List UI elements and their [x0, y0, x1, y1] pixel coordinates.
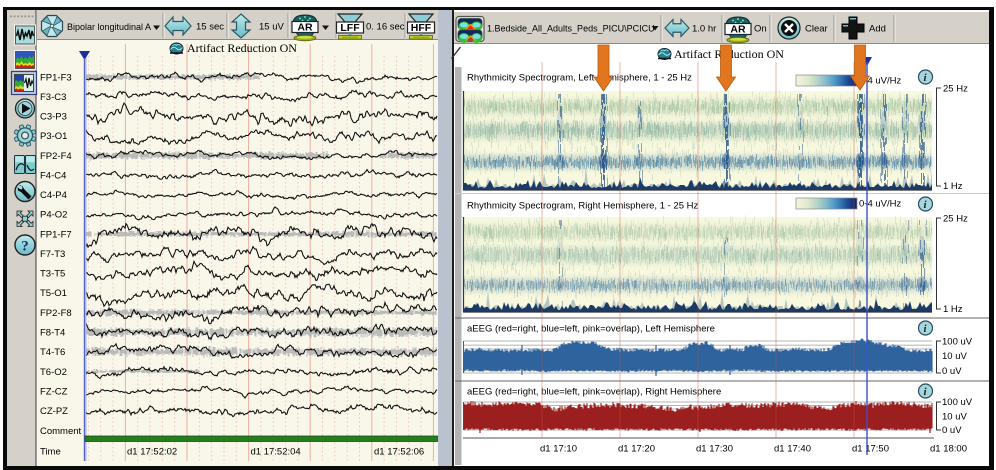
svg-text:P3-O1: P3-O1: [40, 131, 67, 142]
svg-text:FP2-F4: FP2-F4: [40, 151, 72, 162]
svg-text:F4-C4: F4-C4: [40, 170, 66, 181]
svg-text:d1 17:40: d1 17:40: [774, 444, 811, 455]
svg-text:i: i: [923, 72, 927, 84]
svg-text:100 uV: 100 uV: [942, 397, 973, 408]
svg-text:Time: Time: [40, 447, 61, 458]
svg-text:0 uV: 0 uV: [942, 425, 962, 436]
svg-text:0 uV: 0 uV: [942, 366, 962, 377]
svg-text:0. 16 sec: 0. 16 sec: [366, 22, 405, 33]
svg-text:d1 17:52:06: d1 17:52:06: [374, 447, 424, 458]
svg-text:Rhythmicity Spectrogram, Right: Rhythmicity Spectrogram, Right Hemispher…: [467, 201, 698, 212]
svg-text:d1 18:00: d1 18:00: [930, 444, 967, 455]
svg-text:AR: AR: [297, 22, 313, 34]
svg-text:T3-T5: T3-T5: [40, 269, 65, 280]
svg-text:FP1-F3: FP1-F3: [40, 72, 72, 83]
svg-text:Artifact Reduction ON: Artifact Reduction ON: [187, 41, 297, 55]
svg-text:Clear: Clear: [805, 24, 828, 35]
svg-text:P4-O2: P4-O2: [40, 210, 67, 221]
svg-text:T6-O2: T6-O2: [40, 367, 67, 378]
svg-text:C4-P4: C4-P4: [40, 190, 67, 201]
svg-text:15 uV: 15 uV: [259, 22, 284, 33]
svg-text:AR: AR: [730, 24, 746, 36]
svg-text:d1 17:30: d1 17:30: [696, 444, 733, 455]
svg-text:F8-T4: F8-T4: [40, 327, 65, 338]
svg-text:T5-O1: T5-O1: [40, 288, 67, 299]
svg-text:1 Hz: 1 Hz: [943, 304, 963, 315]
svg-text:d1 17:52:04: d1 17:52:04: [251, 447, 301, 458]
svg-text:10 uV: 10 uV: [942, 351, 967, 362]
svg-text:FZ-CZ: FZ-CZ: [40, 386, 68, 397]
svg-text:Comment: Comment: [40, 426, 82, 437]
svg-text:Bipolar longitudinal A: Bipolar longitudinal A: [67, 22, 151, 32]
svg-text:HFF: HFF: [411, 22, 432, 34]
svg-text:i: i: [923, 199, 927, 211]
svg-text:d1 17:52:02: d1 17:52:02: [127, 447, 177, 458]
svg-text:1.0 hr: 1.0 hr: [692, 24, 716, 35]
svg-text:d1 17:20: d1 17:20: [618, 444, 655, 455]
svg-text:Rhythmicity Spectrogram, Left: Rhythmicity Spectrogram, Left Hemisphere…: [467, 73, 692, 84]
svg-text:CZ-PZ: CZ-PZ: [40, 406, 68, 417]
svg-text:FP2-F8: FP2-F8: [40, 308, 72, 319]
svg-text:25 Hz: 25 Hz: [943, 84, 968, 95]
svg-text:25 Hz: 25 Hz: [943, 214, 968, 225]
svg-text:d1 17:50: d1 17:50: [852, 444, 889, 455]
svg-text:0-4 uV/Hz: 0-4 uV/Hz: [859, 199, 901, 210]
svg-text:1.Bedside_All_Adults_Peds_PICU: 1.Bedside_All_Adults_Peds_PICU\PCICU: [487, 24, 655, 34]
svg-text:aEEG (red=right, blue=left, pi: aEEG (red=right, blue=left, pink=overlap…: [467, 387, 721, 398]
svg-text:Add: Add: [869, 24, 886, 35]
svg-text:T4-T6: T4-T6: [40, 347, 65, 358]
svg-text:?: ?: [21, 239, 29, 255]
svg-text:100 uV: 100 uV: [942, 337, 973, 348]
svg-text:1 Hz: 1 Hz: [943, 181, 963, 192]
svg-text:i: i: [923, 323, 927, 335]
svg-text:i: i: [923, 386, 927, 398]
svg-text:15 sec: 15 sec: [196, 22, 224, 33]
svg-text:F3-C3: F3-C3: [40, 92, 66, 103]
svg-text:F7-T3: F7-T3: [40, 249, 65, 260]
svg-text:0-4 uV/Hz: 0-4 uV/Hz: [859, 76, 901, 87]
svg-text:10 uV: 10 uV: [942, 412, 967, 423]
svg-text:aEEG (red=right, blue=left, pi: aEEG (red=right, blue=left, pink=overlap…: [467, 324, 715, 335]
svg-text:C3-P3: C3-P3: [40, 112, 67, 123]
svg-text:FP1-F7: FP1-F7: [40, 229, 72, 240]
svg-text:d1 17:10: d1 17:10: [540, 444, 577, 455]
svg-text:LFF: LFF: [340, 22, 360, 34]
svg-text:On: On: [754, 24, 767, 35]
